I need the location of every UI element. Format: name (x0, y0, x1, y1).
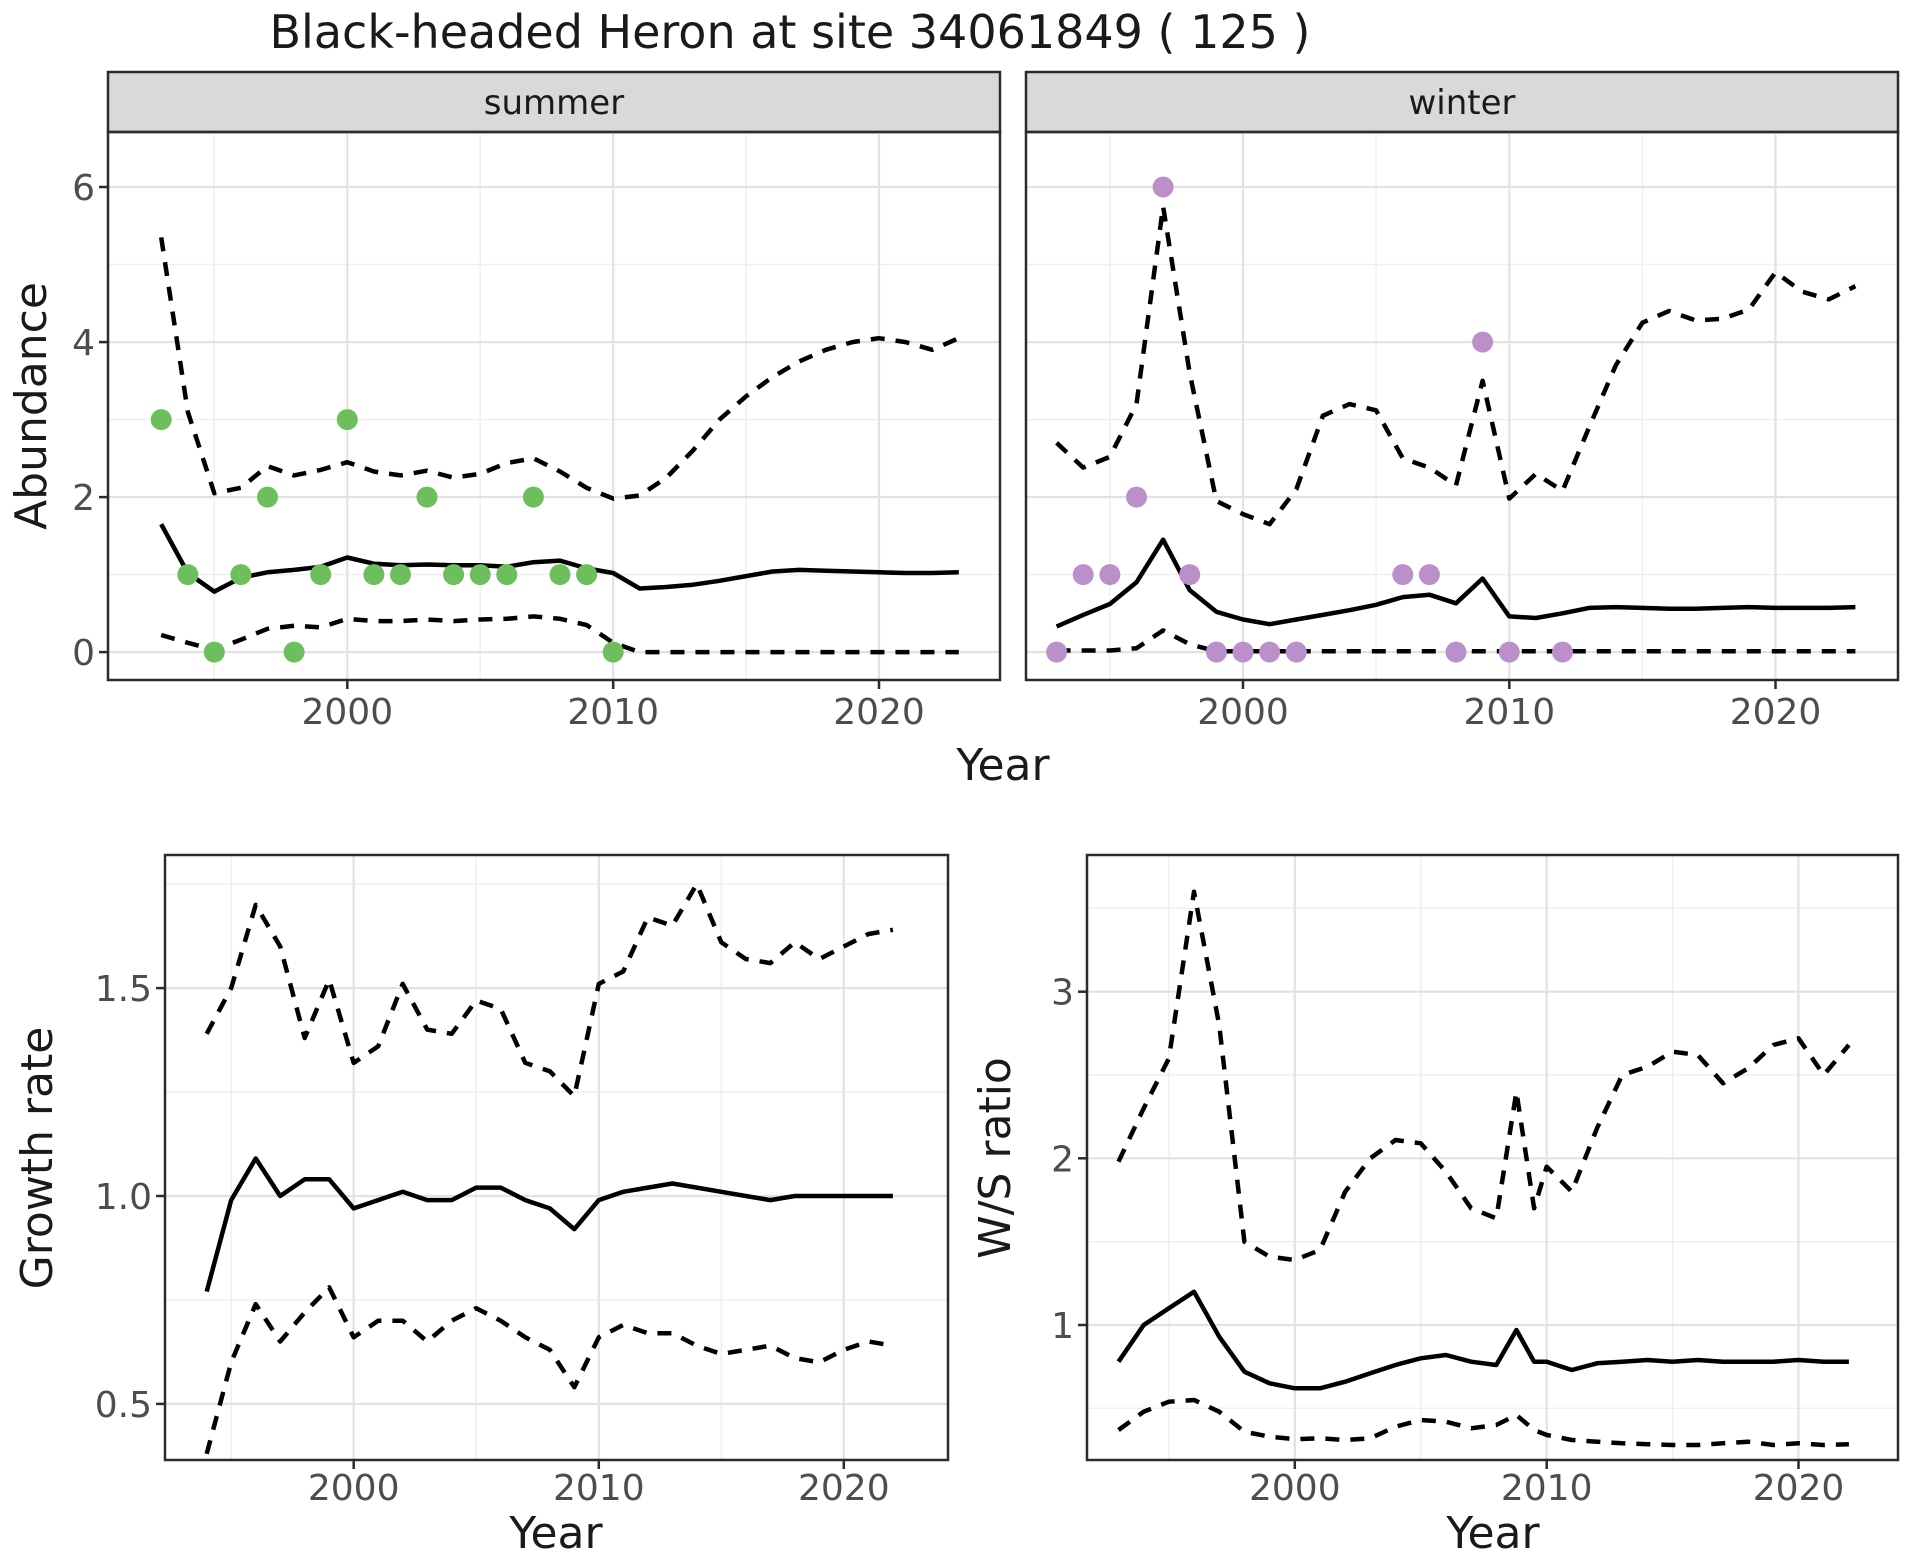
abundance_winter-observed-point (1472, 331, 1494, 353)
abundance_winter-panel-border (1024, 130, 1900, 682)
abundance_winter-observed-point (1046, 641, 1068, 663)
x-tick-label-2000: 2000 (1197, 692, 1289, 733)
growth-upper_ci-line (204, 881, 894, 1099)
panel-abundance_winter: 2000 2010 2020 (1024, 130, 1900, 733)
x-tick-label-2020: 2020 (798, 1468, 890, 1509)
abundance_winter-observed-point (1498, 641, 1520, 663)
abundance_summer-lower_ci-line (160, 614, 959, 655)
abundance_winter-observed-point (1418, 564, 1440, 586)
panels-group: 2000 2010 2020 0 2 4 6 2000 2010 2020 2000 2010 2020… (72, 130, 1900, 1509)
abundance_summer-observed-point (283, 641, 305, 663)
ws-mean-line (1116, 1289, 1849, 1391)
abundance_summer-panel-border (106, 130, 1002, 682)
y-tick-label-0.5: 0.5 (95, 1385, 152, 1426)
abundance_summer-observed-point (522, 486, 544, 508)
abundance_summer-mean-line (159, 523, 959, 594)
strip-label-summer: summer (484, 83, 624, 123)
abundance_winter-observed-point (1072, 564, 1094, 586)
abundance_winter-observed-point (1445, 641, 1467, 663)
abundance_summer-upper_ci-line (158, 237, 960, 501)
panel-abundance_summer: 2000 2010 2020 0 2 4 6 (72, 130, 1002, 733)
abundance_winter-observed-point (1099, 564, 1121, 586)
abundance_summer-observed-point (310, 564, 332, 586)
x-tick-label-2010: 2010 (553, 1468, 645, 1509)
x-tick-label-2010: 2010 (567, 692, 659, 733)
panel-growth: 2000 2010 2020 0.5 1.0 1.5 (95, 853, 950, 1509)
abundance_winter-observed-point (1179, 564, 1201, 586)
abundance_summer-observed-point (177, 564, 199, 586)
y-tick-label-2: 2 (72, 478, 95, 519)
x-tick-label-2020: 2020 (1753, 1468, 1845, 1509)
ws-lower_ci-line (1117, 1397, 1849, 1448)
x-tick-label-2000: 2000 (301, 692, 393, 733)
y-tick-label-0: 0 (72, 633, 95, 674)
facet-strip-winter (1024, 70, 1900, 134)
abundance_summer-observed-point (416, 486, 438, 508)
x-tick-label-2000: 2000 (1249, 1468, 1341, 1509)
growth-lower_ci-line (204, 1285, 894, 1455)
abundance_summer-observed-point (336, 409, 358, 431)
abundance_summer-observed-point (257, 486, 278, 508)
x-tick-label-2010: 2010 (1463, 692, 1555, 733)
abundance_winter-observed-point (1392, 564, 1414, 586)
abundance_winter-mean-line (1055, 537, 1856, 629)
x-axis-title-year-ws: Year (1445, 1508, 1540, 1559)
abundance_winter-observed-point (1152, 176, 1174, 198)
abundance_summer-observed-point (230, 564, 252, 586)
abundance_winter-observed-point (1259, 641, 1281, 663)
abundance_summer-observed-point (602, 641, 624, 663)
growth-panel-border (163, 853, 950, 1462)
abundance_winter-observed-point (1126, 486, 1147, 508)
abundance_summer-observed-point (363, 564, 385, 586)
abundance_summer-observed-point (576, 564, 598, 586)
y-axis-title-abundance: Abundance (6, 282, 57, 530)
y-tick-label-1.0: 1.0 (95, 1177, 152, 1218)
y-tick-label-1.5: 1.5 (95, 969, 152, 1010)
abundance_winter-upper_ci-line (1055, 204, 1857, 527)
y-axis-title-growth-rate: Growth rate (12, 1027, 63, 1290)
ws-upper_ci-line (1116, 889, 1851, 1263)
x-tick-label-2000: 2000 (308, 1468, 400, 1509)
abundance_summer-observed-point (549, 564, 571, 586)
abundance_summer-observed-point (150, 409, 172, 431)
y-tick-label-1: 1 (1051, 1306, 1074, 1347)
x-tick-label-2020: 2020 (833, 692, 925, 733)
abundance_summer-observed-point (203, 641, 225, 663)
x-tick-label-2020: 2020 (1730, 692, 1822, 733)
abundance_summer-observed-point (469, 564, 491, 586)
y-axis-title-ws-ratio: W/S ratio (970, 1057, 1021, 1259)
abundance_winter-observed-point (1552, 641, 1573, 663)
abundance_summer-observed-point (496, 564, 518, 586)
abundance_summer-observed-point (390, 564, 411, 586)
y-tick-label-6: 6 (72, 168, 95, 209)
strip-label-winter: winter (1408, 83, 1515, 123)
abundance_summer-observed-point (443, 564, 465, 586)
facet-strip-summer (106, 70, 1002, 134)
x-tick-label-2010: 2010 (1501, 1468, 1593, 1509)
y-tick-label-3: 3 (1051, 973, 1074, 1014)
y-tick-label-2: 2 (1051, 1139, 1074, 1180)
panel-ws: 2000 2010 2020 1 2 3 (1051, 853, 1900, 1509)
abundance_winter-observed-point (1205, 641, 1227, 663)
x-axis-title-year-top: Year (955, 740, 1050, 791)
abundance_winter-observed-point (1285, 641, 1307, 663)
growth-mean-line (204, 1156, 893, 1293)
x-axis-title-year-growth: Year (508, 1508, 603, 1559)
y-tick-label-4: 4 (72, 323, 95, 364)
chart-title: Black-headed Heron at site 34061849 ( 12… (270, 5, 1311, 59)
abundance_winter-observed-point (1232, 641, 1254, 663)
